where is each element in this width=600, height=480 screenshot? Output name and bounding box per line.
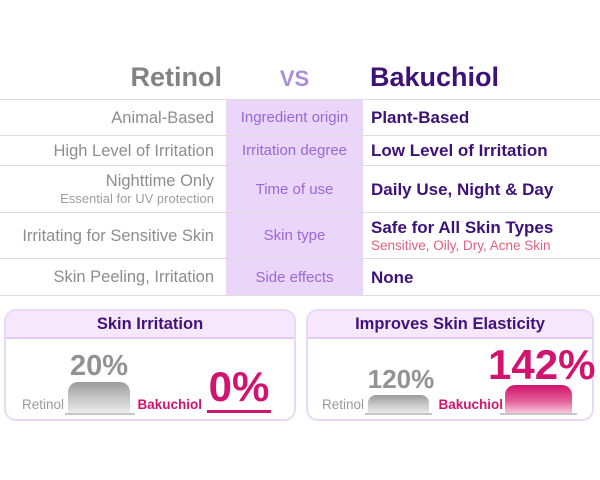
attribute-label: Ingredient origin — [226, 100, 363, 135]
retinol-cell: Nighttime Only Essential for UV protecti… — [0, 172, 226, 206]
retinol-value-text: Nighttime Only — [105, 172, 214, 190]
skin-elasticity-card: Improves Skin Elasticity 120% Retinol 14… — [306, 309, 596, 421]
table-row: Irritating for Sensitive Skin Skin type … — [0, 213, 600, 259]
retinol-bar — [368, 395, 429, 413]
bakuchiol-value-text: None — [371, 267, 414, 287]
attribute-label: Side effects — [226, 259, 363, 295]
retinol-cell: Irritating for Sensitive Skin — [0, 227, 226, 245]
bakuchiol-value-text: Plant-Based — [371, 108, 470, 127]
retinol-value-text: Irritating for Sensitive Skin — [22, 226, 214, 245]
retinol-value-subtext: Essential for UV protection — [60, 191, 214, 206]
header-bakuchiol: Bakuchiol — [370, 62, 500, 92]
retinol-value-text: Skin Peeling, Irritation — [53, 268, 215, 286]
retinol-bar-value: 20% — [69, 350, 129, 382]
retinol-value-text: Animal-Based — [111, 108, 214, 127]
bakuchiol-bar-label: Bakuchiol — [137, 397, 202, 412]
bakuchiol-bar-value: 142% — [488, 341, 596, 388]
retinol-bar-baseline — [365, 413, 432, 415]
bakuchiol-cell: Safe for All Skin Types Sensitive, Oily,… — [363, 218, 600, 253]
bakuchiol-zero-bar — [207, 410, 271, 413]
bakuchiol-value-subtext: Sensitive, Oily, Dry, Acne Skin — [371, 238, 551, 253]
table-row: Animal-Based Ingredient origin Plant-Bas… — [0, 100, 600, 136]
retinol-cell: Animal-Based — [0, 109, 226, 127]
retinol-bar — [68, 382, 130, 413]
retinol-cell: Skin Peeling, Irritation — [0, 268, 226, 286]
comparison-table: Animal-Based Ingredient origin Plant-Bas… — [0, 99, 600, 296]
bakuchiol-value-text: Safe for All Skin Types — [371, 218, 554, 237]
card-title: Improves Skin Elasticity — [308, 311, 592, 339]
bakuchiol-cell: Low Level of Irritation — [363, 141, 600, 160]
header-vs: VS — [279, 66, 310, 91]
table-row: High Level of Irritation Irritation degr… — [0, 136, 600, 166]
bakuchiol-value-text: Daily Use, Night & Day — [371, 179, 554, 199]
skin-irritation-chart: 20% Retinol Bakuchiol 0% — [6, 339, 294, 419]
bakuchiol-cell: Daily Use, Night & Day — [363, 180, 600, 199]
attribute-label: Skin type — [226, 213, 363, 258]
retinol-bar-value: 120% — [367, 364, 435, 394]
bakuchiol-value-text: Low Level of Irritation — [371, 141, 548, 160]
retinol-cell: High Level of Irritation — [0, 142, 226, 160]
attribute-label: Time of use — [226, 166, 363, 212]
table-row: Nighttime Only Essential for UV protecti… — [0, 166, 600, 213]
retinol-value-text: High Level of Irritation — [53, 141, 215, 160]
bakuchiol-cell: None — [363, 268, 600, 287]
card-title: Skin Irritation — [6, 311, 294, 339]
retinol-bar-label: Retinol — [321, 397, 364, 412]
bakuchiol-bar-label: Bakuchiol — [438, 397, 503, 412]
bakuchiol-bar — [505, 385, 572, 413]
retinol-bar-label: Retinol — [21, 397, 64, 412]
skin-irritation-card: Skin Irritation 20% Retinol Bakuchiol 0% — [4, 309, 296, 421]
table-row: Skin Peeling, Irritation Side effects No… — [0, 259, 600, 296]
bakuchiol-bar-baseline — [500, 413, 577, 415]
retinol-bar-baseline — [65, 413, 135, 415]
bakuchiol-bar-value: 0% — [208, 363, 270, 410]
bakuchiol-cell: Plant-Based — [363, 108, 600, 127]
skin-elasticity-chart: 120% Retinol 142% Bakuchiol — [308, 339, 596, 419]
header-retinol: Retinol — [130, 62, 223, 92]
attribute-label: Irritation degree — [226, 136, 363, 165]
